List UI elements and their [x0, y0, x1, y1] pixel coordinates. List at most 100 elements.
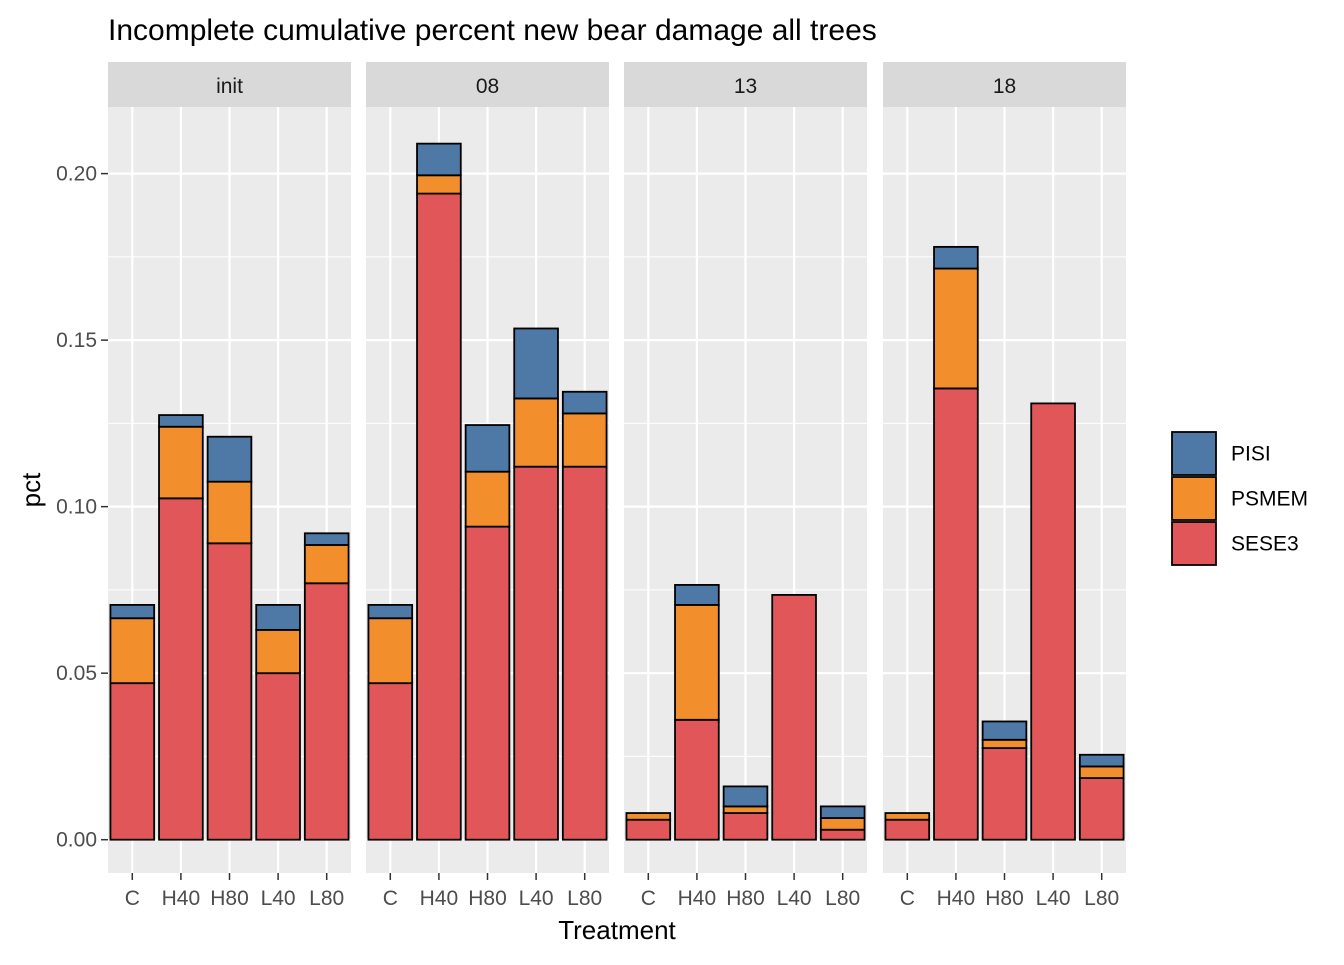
bar-segment-pisi-h40	[158, 414, 204, 428]
bar-segment-pisi-h80	[722, 785, 769, 808]
bar-segment-psmem-l80	[1078, 765, 1125, 779]
bar-segment-psmem-c	[367, 617, 414, 685]
x-tick-label: H80	[468, 887, 507, 910]
x-tick-label: C	[125, 887, 140, 910]
bar-segment-pisi-l80	[1078, 753, 1125, 768]
facet-panel-init: init C H40 H80 L40 L80	[108, 62, 351, 910]
y-tick-label: 0.05	[56, 662, 97, 685]
bar-segment-psmem-l80	[561, 412, 608, 468]
bar-segment-psmem-h40	[674, 604, 720, 721]
bar-segment-sese3-h80	[981, 747, 1028, 841]
facet-strip-label: 13	[734, 75, 757, 98]
x-tick-label: C	[900, 887, 915, 910]
bar-segment-sese3-c	[367, 682, 414, 841]
bar-segment-sese3-c	[109, 682, 156, 841]
x-tick-label: L40	[777, 887, 812, 910]
bar-segment-pisi-l80	[561, 390, 608, 415]
bar-segment-pisi-l80	[819, 805, 866, 819]
bar-segment-sese3-l80	[561, 465, 608, 841]
bar-segment-sese3-l40	[771, 594, 817, 841]
x-tick-label: H80	[985, 887, 1024, 910]
x-tick-label: H40	[420, 887, 459, 910]
bar-segment-psmem-c	[625, 812, 672, 821]
bar-segment-psmem-h80	[981, 738, 1028, 750]
bar-segment-sese3-l40	[513, 465, 559, 841]
bar-segment-pisi-h40	[416, 142, 462, 177]
bar-segment-psmem-h80	[722, 805, 769, 814]
bar-segment-sese3-l80	[303, 582, 350, 841]
bar-segment-pisi-h40	[674, 584, 720, 606]
facet-panels: init C H40 H80 L40 L80 08 C H40 H80 L40 L80 13 C H40 H8…	[108, 62, 1126, 910]
bar-segment-psmem-h40	[933, 267, 979, 390]
bar-segment-psmem-c	[884, 812, 931, 821]
bar-segment-sese3-h80	[464, 525, 511, 841]
facet-strip	[366, 62, 609, 107]
legend-label-sese3: SESE3	[1231, 533, 1299, 556]
x-axis-label: Treatment	[558, 915, 676, 945]
bar-segment-pisi-h80	[464, 424, 511, 473]
bar-segment-sese3-c	[625, 818, 672, 841]
y-axis-label: pct	[16, 472, 46, 507]
x-tick-label: L80	[567, 887, 602, 910]
bar-segment-pisi-c	[109, 604, 156, 620]
facet-strip-label: init	[216, 75, 243, 98]
legend-key-pisi	[1171, 431, 1217, 476]
legend-label-psmem: PSMEM	[1231, 488, 1308, 511]
facet-strip	[624, 62, 867, 107]
bar-segment-pisi-l80	[303, 532, 350, 546]
bar-segment-sese3-h80	[206, 542, 253, 841]
x-tick-label: L80	[309, 887, 344, 910]
bar-segment-sese3-l80	[1078, 777, 1125, 841]
x-tick-label: C	[383, 887, 398, 910]
chart-title: Incomplete cumulative percent new bear d…	[108, 14, 877, 47]
facet-panel-13: 13 C H40 H80 L40 L80	[624, 62, 867, 910]
y-axis: 0.00 0.05 0.10 0.15 0.20	[56, 163, 108, 852]
x-tick-label: H40	[678, 887, 717, 910]
bar-segment-pisi-l40	[513, 327, 559, 400]
x-tick-label: H40	[162, 887, 201, 910]
facet-panel-18: 18 C H40 H80 L40 L80	[883, 62, 1126, 910]
x-tick-label: H40	[937, 887, 976, 910]
bar-segment-psmem-l40	[513, 397, 559, 468]
x-tick-label: L80	[825, 887, 860, 910]
facet-strip-label: 08	[476, 75, 499, 98]
x-tick-label: L40	[1036, 887, 1071, 910]
bar-segment-psmem-l80	[819, 817, 866, 831]
x-tick-label: L80	[1084, 887, 1119, 910]
bar-segment-pisi-l40	[255, 604, 301, 631]
bar-segment-sese3-h40	[933, 387, 979, 841]
y-tick-label: 0.15	[56, 329, 97, 352]
bar-segment-sese3-h40	[416, 192, 462, 841]
bar-segment-psmem-l40	[255, 628, 301, 675]
x-tick-label: L40	[519, 887, 554, 910]
legend-key-psmem	[1171, 476, 1217, 521]
x-tick-label: H80	[210, 887, 249, 910]
bar-segment-psmem-c	[109, 617, 156, 685]
bar-segment-sese3-h80	[722, 812, 769, 841]
legend-label-pisi: PISI	[1231, 443, 1271, 466]
legend-key-sese3	[1171, 521, 1217, 566]
facet-strip	[108, 62, 351, 107]
bar-segment-psmem-l80	[303, 544, 350, 585]
bar-segment-psmem-h80	[206, 480, 253, 545]
facet-strip-label: 18	[993, 75, 1016, 98]
bar-segment-sese3-l40	[255, 672, 301, 841]
bar-segment-sese3-h40	[674, 718, 720, 841]
y-tick-label: 0.00	[56, 829, 97, 852]
legend: PISI PSMEM SESE3	[1171, 431, 1308, 566]
facet-strip	[883, 62, 1126, 107]
bar-segment-pisi-c	[367, 604, 414, 620]
bar-segment-psmem-h80	[464, 470, 511, 528]
bar-segment-pisi-h80	[981, 720, 1028, 741]
facet-panel-08: 08 C H40 H80 L40 L80	[366, 62, 609, 910]
x-tick-label: L40	[261, 887, 296, 910]
bar-segment-psmem-h40	[416, 174, 462, 195]
bar-segment-psmem-h40	[158, 425, 204, 500]
bar-segment-pisi-h40	[933, 245, 979, 270]
x-tick-label: H80	[726, 887, 765, 910]
bar-segment-sese3-l40	[1030, 402, 1076, 841]
bar-segment-sese3-h40	[158, 497, 204, 841]
bar-segment-sese3-l80	[819, 828, 866, 841]
